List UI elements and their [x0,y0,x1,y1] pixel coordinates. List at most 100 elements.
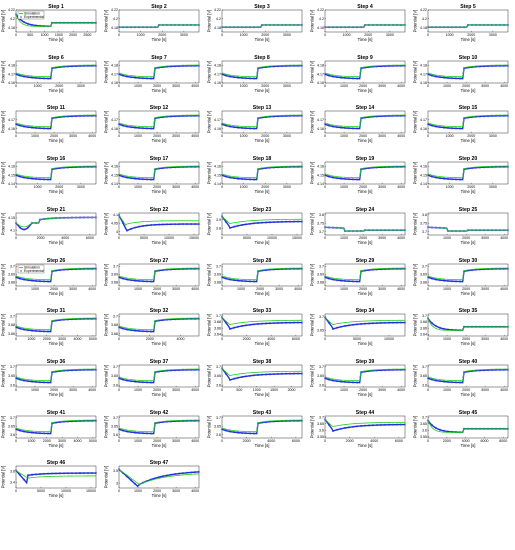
x-tick-label: 0 [324,33,326,37]
x-tick-label: 3000 [69,388,77,392]
y-tick-label: 3.6 [216,432,221,436]
subplot-43: Step 43 3.6 3.65 3.7 0 2000 4000 6000 Time [s] Po… [206,408,309,459]
x-tick-label: 5000 [37,489,45,493]
experimental-point [403,321,407,324]
experimental-point [133,431,137,434]
simulation-series-line [15,14,96,27]
experimental-point [121,74,125,77]
y-axis-label: Potential [V] [310,60,315,83]
x-tick-label: 1000 [27,337,35,341]
y-tick-label: 4.18 [214,26,221,30]
experimental-point [189,222,193,225]
experimental-point [244,279,248,282]
experimental-point [292,372,296,375]
experimental-point [248,178,252,181]
y-tick-label: 3.6 [319,383,324,387]
experimental-point [197,222,201,225]
simulation-series-line [324,226,405,232]
y-tick-label: 3.66 [214,327,221,331]
x-tick-label: 0 [427,337,429,341]
x-tick-label: 3000 [77,84,85,88]
experimental-point [121,378,125,381]
subplot-8: Step 8 4.16 4.17 4.18 0 1000 2000 3000 Time [s] P… [206,53,309,104]
experimental-point [66,472,70,475]
subplot-title: Step 34 [356,308,375,314]
y-tick-label: 3.65 [420,422,427,426]
x-axis-label: Time [s] [461,37,476,42]
experimental-point [133,126,137,130]
experimental-point [141,76,145,79]
experimental-point [256,323,260,326]
x-tick-label: 1000 [443,236,451,240]
x-tick-label: 1000 [27,439,35,443]
x-tick-label: 15000 [86,489,96,493]
simulation-series-line [221,419,303,432]
y-tick-label: 4.14 [111,182,118,186]
experimental-point [26,278,30,281]
experimental-series-line [221,419,303,434]
experimental-point [331,277,335,281]
simulation-series-line [427,419,508,433]
x-tick-label: 3000 [58,337,66,341]
experimental-point [296,321,300,324]
experimental-point [145,178,149,181]
y-tick-label: 3.7 [113,415,118,419]
experimental-point [343,177,347,181]
legend-experimental-label: Experimental [24,269,44,273]
experimental-point [94,267,98,270]
subplot-svg: Step 30 3.68 3.69 3.7 0 1000 2000 3000 4000 Time … [413,258,510,296]
experimental-point [272,372,276,376]
experimental-point [38,473,42,476]
x-tick-label: 5000 [140,236,148,240]
experimental-point [434,277,438,281]
x-tick-label: 2000 [50,388,58,392]
experimental-series-line [118,166,200,181]
y-axis-label: Potential [V] [1,213,6,236]
y-tick-label: 4.16 [8,81,15,85]
x-tick-label: 2000 [462,236,470,240]
experimental-point [399,321,403,324]
experimental-point [14,469,18,472]
experimental-point [395,321,399,324]
subplot-title: Step 42 [150,410,169,416]
experimental-point [22,20,26,24]
experimental-point [252,127,256,130]
plot-area [427,60,509,83]
experimental-point [145,224,149,227]
experimental-point [284,372,288,375]
subplot-title: Step 13 [253,105,272,111]
x-axis-label: Time [s] [461,138,476,143]
x-tick-label: 0 [118,489,120,493]
y-tick-label: 3.68 [214,280,221,284]
experimental-point [197,419,201,422]
x-tick-label: 10000 [61,489,71,493]
simulation-series-line [118,267,200,280]
experimental-point [137,330,141,333]
x-tick-label: 0 [221,33,223,37]
subplot-svg: Step 37 3.6 3.65 3.7 0 1000 2000 3000 4000 Time [… [104,359,201,397]
experimental-point [327,276,331,280]
experimental-point [169,222,173,226]
y-tick-label: 3.66 [420,327,427,331]
subplot-title: Step 15 [459,105,478,111]
subplot-svg: Step 4 4.18 4.2 4.22 0 1000 2000 3000 Time [s] Po… [310,4,407,42]
experimental-point [125,176,129,179]
experimental-point [359,323,363,326]
y-axis-label: Potential [V] [310,111,315,134]
experimental-point [355,279,359,283]
x-tick-label: 3000 [481,287,489,291]
y-tick-label: 4.05 [111,221,118,225]
experimental-point [149,279,153,283]
experimental-point [442,177,446,180]
experimental-point [434,426,438,429]
experimental-point [42,330,46,333]
y-tick-label: 4.15 [214,173,221,177]
y-tick-label: 4.14 [8,182,15,186]
x-axis-label: Time [s] [461,341,476,346]
subplot-3: Step 3 4.18 4.2 4.22 0 1000 2000 3000 Time [s] Po… [206,2,309,53]
y-tick-label: 4.16 [214,127,221,131]
simulation-series-line [118,469,200,486]
x-tick-label: 0 [118,236,120,240]
subplot-svg: Step 19 4.14 4.15 4.16 0 1000 2000 3000 4000 Time… [310,156,407,194]
x-tick-label: 0 [427,439,429,443]
